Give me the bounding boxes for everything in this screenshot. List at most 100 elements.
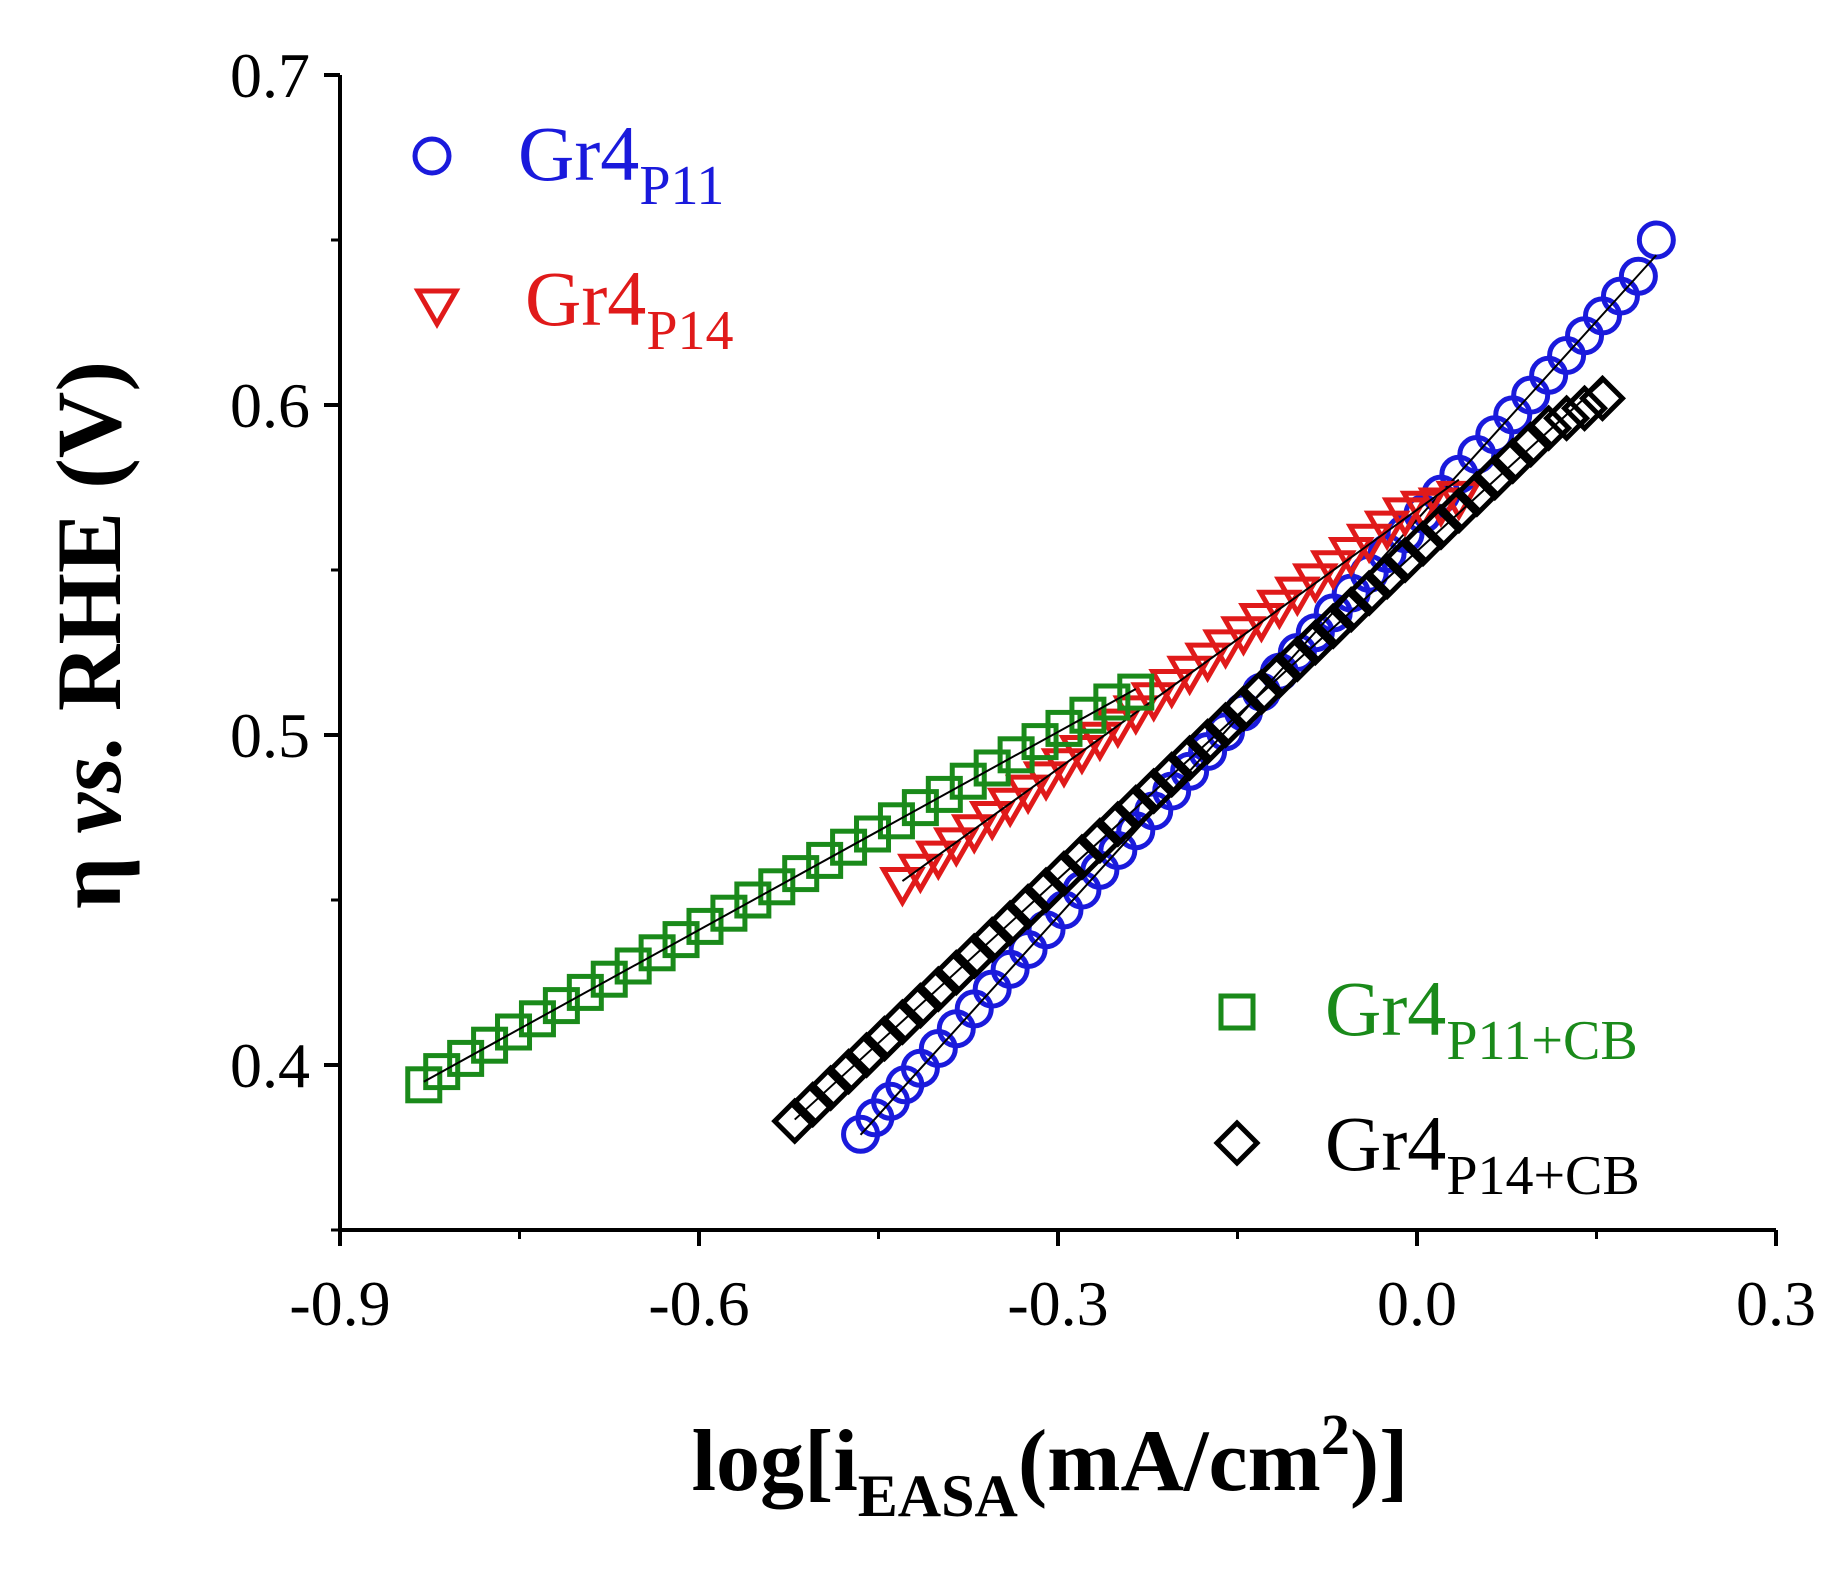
data-point <box>1578 374 1627 422</box>
data-point <box>662 921 700 959</box>
data-point <box>950 814 998 855</box>
series-p14 <box>879 480 1483 908</box>
data-point <box>771 1097 819 1145</box>
legend-top: Gr4P11 Gr4P14 <box>412 110 733 362</box>
data-point <box>825 1048 873 1096</box>
data-point <box>1345 523 1393 565</box>
data-point <box>638 934 676 972</box>
data-point <box>1220 616 1267 657</box>
data-point <box>1381 536 1429 584</box>
y-axis-title: η vs. RHE (V) <box>38 361 140 909</box>
data-point <box>1327 586 1375 634</box>
data-point <box>854 815 892 853</box>
data-point <box>1471 454 1519 502</box>
data-point <box>471 1026 509 1064</box>
data-point <box>1166 655 1213 697</box>
data-point <box>1435 487 1483 535</box>
data-point <box>897 853 944 895</box>
data-point <box>986 899 1034 947</box>
data-point <box>710 894 748 932</box>
data-point <box>789 1081 837 1129</box>
data-point <box>1274 576 1321 618</box>
data-point <box>1255 652 1303 700</box>
data-point <box>1112 784 1160 832</box>
legend-label-gr4-p14-cb: Gr4P14+CB <box>1325 1100 1640 1207</box>
data-point <box>1076 721 1124 763</box>
data-point <box>932 949 980 997</box>
data-point <box>1399 520 1447 568</box>
data-point <box>1022 761 1070 802</box>
ticks: -0.9 -0.6 -0.3 0.0 0.3 0.4 0.5 0.6 0.7 <box>230 40 1816 1339</box>
data-point <box>1219 685 1268 733</box>
data-point <box>860 1015 909 1063</box>
data-point <box>1069 696 1107 734</box>
series-p11-cb <box>405 673 1155 1104</box>
data-point <box>1237 668 1285 716</box>
data-point <box>1256 589 1303 631</box>
legend-marker-shape <box>1213 1119 1261 1167</box>
data-point <box>1543 394 1591 442</box>
x-tick-label: -0.6 <box>648 1268 749 1339</box>
x-tick-label: 0.3 <box>1736 1268 1816 1339</box>
data-point <box>518 1000 556 1038</box>
data-point <box>878 998 926 1046</box>
fit-line <box>423 688 1137 1083</box>
data-point <box>949 762 987 800</box>
data-point <box>1417 503 1465 551</box>
data-point <box>1291 619 1339 667</box>
data-point <box>1094 708 1142 750</box>
series-p14-cb <box>771 374 1627 1145</box>
data-point <box>1363 510 1411 552</box>
data-point <box>1363 553 1411 601</box>
legend-marker-gr4-p14-cb <box>1213 1119 1261 1167</box>
x-tick-label: 0.0 <box>1377 1268 1457 1339</box>
data-point <box>1273 635 1321 683</box>
legend-label-gr4-p14: Gr4P14 <box>525 255 733 362</box>
data-point <box>1148 669 1196 710</box>
data-point <box>1093 683 1131 721</box>
fit-line <box>901 478 1460 882</box>
data-point <box>423 1053 461 1091</box>
data-point <box>807 1064 855 1112</box>
data-point <box>1076 817 1124 865</box>
plot-area <box>405 220 1676 1154</box>
data-point <box>566 973 604 1011</box>
legend-bottom: Gr4P11+CB Gr4P14+CB <box>1213 965 1640 1207</box>
data-point <box>590 960 628 998</box>
data-point <box>1291 563 1339 604</box>
data-point <box>896 982 944 1030</box>
y-tick-label: 0.6 <box>230 370 310 441</box>
data-point <box>1045 709 1083 747</box>
data-point <box>973 749 1011 787</box>
legend-marker-shape <box>412 136 452 176</box>
data-point <box>986 787 1034 829</box>
data-point <box>1507 421 1555 469</box>
data-point <box>1004 774 1052 816</box>
data-point <box>914 965 962 1013</box>
y-tick-label: 0.4 <box>230 1030 310 1101</box>
data-point <box>842 1031 891 1079</box>
data-point <box>1327 537 1375 578</box>
data-point <box>968 801 1016 842</box>
data-point <box>1117 673 1155 711</box>
data-point <box>1238 603 1285 644</box>
data-point <box>1560 384 1609 432</box>
data-point <box>877 802 915 840</box>
data-point <box>1184 718 1232 766</box>
data-point <box>1202 629 1249 670</box>
data-point <box>1130 767 1178 815</box>
data-point <box>1489 437 1537 485</box>
data-point <box>758 868 796 906</box>
data-point <box>806 841 844 879</box>
data-point <box>879 867 926 908</box>
data-point <box>1040 748 1088 789</box>
data-point <box>997 736 1035 774</box>
data-point <box>542 987 580 1025</box>
y-tick-label: 0.7 <box>230 40 310 111</box>
data-point <box>901 789 939 827</box>
data-point <box>925 775 963 813</box>
data-point <box>1525 404 1573 452</box>
data-point <box>447 1039 485 1077</box>
legend-marker-shape <box>413 288 461 330</box>
